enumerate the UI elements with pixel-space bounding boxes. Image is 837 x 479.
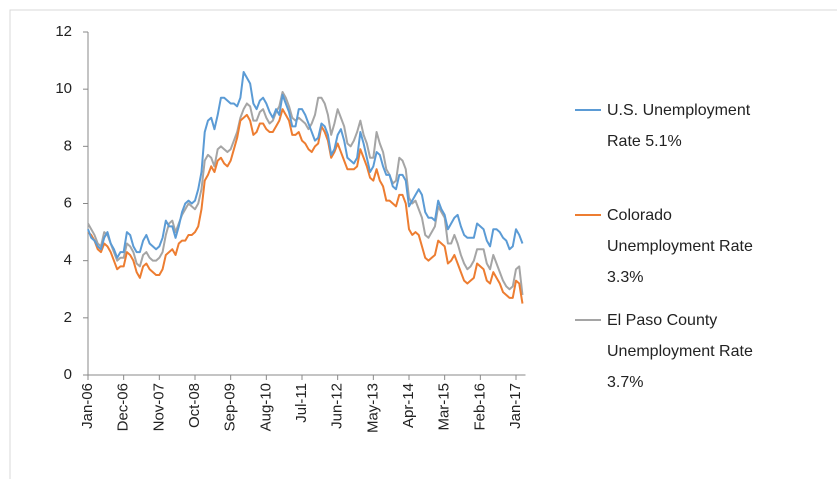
y-tick-label: 10 [55, 80, 72, 97]
series-line [87, 71, 524, 259]
series-line [87, 91, 524, 296]
y-tick-label: 0 [64, 366, 72, 383]
x-tick-label: Aug-10 [257, 383, 274, 431]
x-tick-label: Dec-06 [115, 383, 132, 431]
x-tick-label: Jan-17 [507, 383, 524, 429]
legend-label: U.S. Unemployment Rate 5.1% [607, 102, 751, 150]
x-tick-label: Sep-09 [222, 383, 239, 431]
y-tick-label: 8 [64, 137, 72, 154]
x-tick-label: Mar-15 [436, 383, 453, 431]
y-tick-label: 12 [55, 23, 72, 40]
x-tick-label: Oct-08 [186, 383, 203, 428]
x-tick-label: Feb-16 [471, 383, 488, 431]
chart-border [9, 9, 837, 479]
series-line [87, 108, 524, 304]
x-tick-label: Apr-14 [400, 383, 417, 428]
legend-label: Colorado Unemployment Rate 3.3% [607, 207, 753, 286]
x-tick-label: Jul-11 [293, 383, 310, 423]
y-tick-label: 6 [64, 194, 72, 211]
y-tick-label: 2 [64, 309, 72, 326]
x-tick-label: May-13 [364, 383, 381, 433]
legend-label: El Paso County Unemployment Rate 3.7% [607, 312, 753, 391]
y-tick-label: 4 [64, 252, 72, 269]
x-tick-label: Jan-06 [79, 383, 96, 429]
x-tick-label: Nov-07 [150, 383, 167, 431]
x-tick-label: Jun-12 [329, 383, 346, 429]
